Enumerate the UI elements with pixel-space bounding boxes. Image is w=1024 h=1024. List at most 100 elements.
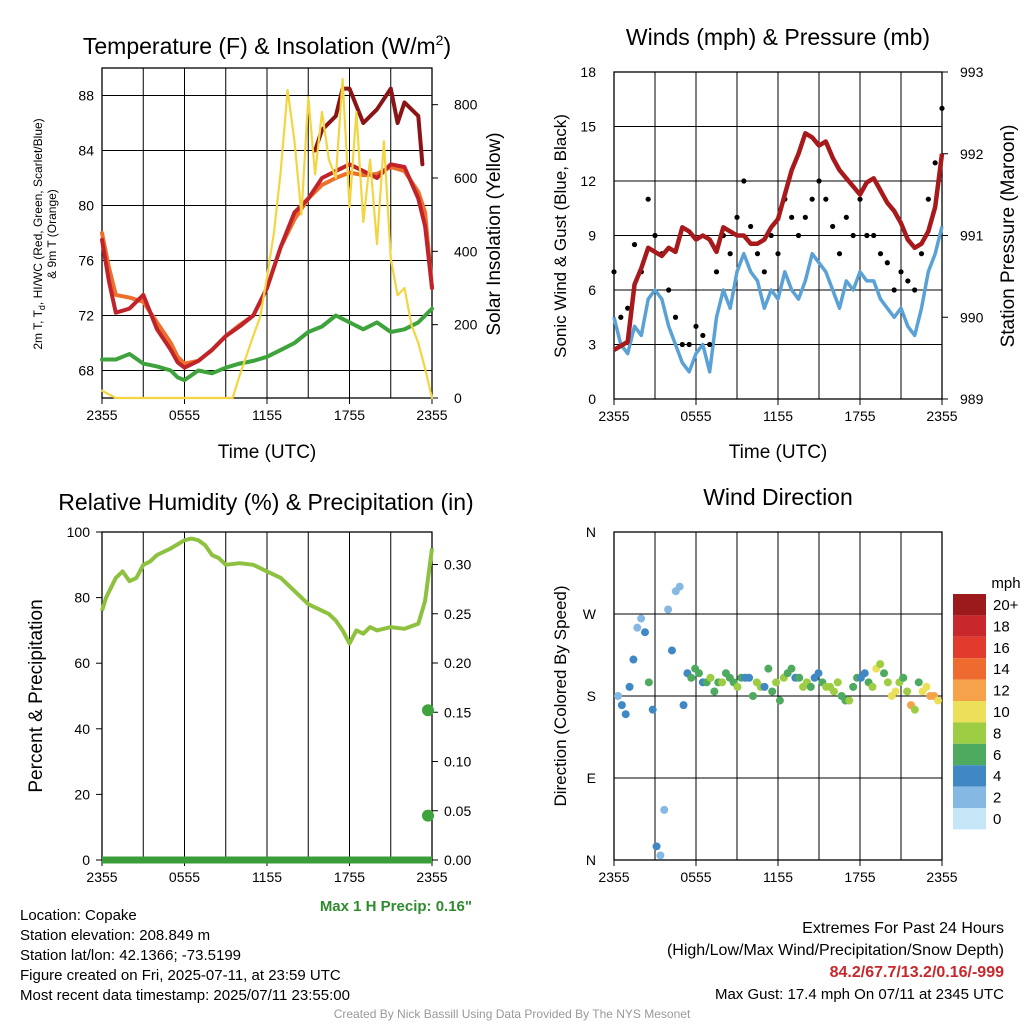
y-tick-label-2-1: 20 <box>74 786 90 802</box>
gust-point-6 <box>652 232 658 239</box>
colorbar-label-0: 20+ <box>993 597 1019 614</box>
chart-title-0: Temperature (F) & Insolation (W/m2) <box>83 32 451 59</box>
y2-axis-label-0: Solar Insolation (Yellow) <box>484 132 505 335</box>
y2-tick-label-2-4: 0.20 <box>444 655 471 671</box>
y-tick-label-3-0: N <box>586 852 596 868</box>
direction-point-75 <box>903 687 912 696</box>
direction-point-5 <box>633 623 642 632</box>
y2-tick-label-1-1: 990 <box>960 309 984 325</box>
gust-point-10 <box>679 341 685 348</box>
x-axis-label-1: Time (UTC) <box>729 442 828 463</box>
y2-axis-label-1: Station Pressure (Maroon) <box>998 125 1019 348</box>
x-tick-label-3-2: 1155 <box>763 869 793 885</box>
gust-point-14 <box>707 341 713 348</box>
colorbar-swatch-7 <box>953 743 986 766</box>
y-axis-label-0-line1: 2m T, Td, HI/WC (Red, Green, Scarlet/Blu… <box>31 118 47 349</box>
x-tick-label-0-2: 1155 <box>252 407 282 423</box>
ylabel-0-part-3: , HI/WC (Red, Green, Scarlet/Blue) <box>31 118 45 305</box>
direction-point-35 <box>748 692 757 700</box>
chart-title-3: Wind Direction <box>703 484 853 510</box>
direction-point-41 <box>772 678 781 687</box>
chart-title-1: Winds (mph) & Pressure (mb) <box>626 24 930 50</box>
colorbar-swatch-2 <box>953 636 986 659</box>
precip-point-0 <box>422 704 434 717</box>
y-tick-label-1-6: 18 <box>580 64 596 80</box>
direction-point-83 <box>934 696 942 705</box>
direction-point-21 <box>694 669 703 678</box>
direction-point-60 <box>845 696 854 705</box>
y-axis-label-3: Direction (Colored By Speed) <box>551 585 570 806</box>
x-tick-label-0-0: 2355 <box>86 407 117 423</box>
gust-point-18 <box>734 214 740 220</box>
ylabel-0-part-1: 2m T, T <box>31 309 45 349</box>
precip-point-1 <box>422 809 434 822</box>
direction-point-80 <box>922 682 931 691</box>
direction-point-70 <box>883 678 892 687</box>
direction-point-77 <box>910 705 919 714</box>
gust-point-22 <box>761 269 767 275</box>
direction-point-74 <box>899 673 908 682</box>
gust-point-31 <box>823 196 829 202</box>
direction-point-16 <box>675 582 684 591</box>
x-tick-label-1-1: 0555 <box>680 408 711 424</box>
y-tick-label-2-3: 60 <box>74 655 90 671</box>
direction-point-68 <box>876 660 885 669</box>
x-tick-label-2-0: 2355 <box>86 869 117 885</box>
colorbar-label-8: 4 <box>993 768 1001 785</box>
y2-tick-label-2-0: 0.00 <box>444 852 471 868</box>
y-axis-label-1: Sonic Wind & Gust (Blue, Black) <box>551 114 570 358</box>
y2-tick-label-2-2: 0.10 <box>444 754 471 770</box>
direction-point-7 <box>640 628 649 637</box>
colorbar-swatch-1 <box>953 615 986 637</box>
x-tick-label-2-1: 0555 <box>169 869 200 885</box>
direction-point-69 <box>880 669 889 678</box>
direction-point-3 <box>625 682 634 691</box>
info-latlon: Station lat/lon: 42.1366; -73.5199 <box>20 947 242 964</box>
series-line-0-3 <box>313 86 425 167</box>
direction-point-14 <box>667 646 676 655</box>
colorbar-label-9: 2 <box>993 790 1001 807</box>
extremes-title: Extremes For Past 24 Hours <box>802 920 1004 937</box>
direction-point-9 <box>648 705 657 714</box>
info-location: Location: Copake <box>20 907 137 924</box>
direction-point-45 <box>787 664 796 673</box>
wind-speed-line <box>612 225 944 374</box>
x-tick-label-1-4: 2355 <box>926 408 957 424</box>
gust-point-45 <box>918 251 925 257</box>
extremes-subtitle: (High/Low/Max Wind/Precipitation/Snow De… <box>666 942 1004 959</box>
info-elevation: Station elevation: 208.849 m <box>20 927 211 944</box>
y2-tick-label-2-5: 0.25 <box>444 606 471 622</box>
y2-tick-label-2-3: 0.15 <box>444 704 471 720</box>
gust-point-5 <box>645 196 651 202</box>
colorbar-swatch-9 <box>953 786 986 808</box>
direction-point-61 <box>849 682 858 691</box>
gust-point-36 <box>857 196 863 202</box>
colorbar-swatch-5 <box>953 701 986 723</box>
direction-point-50 <box>806 682 815 691</box>
direction-point-1 <box>617 701 626 710</box>
y-tick-label-2-5: 100 <box>67 524 91 540</box>
gust-point-41 <box>891 287 897 293</box>
extremes-values: 84.2/67.7/13.2/0.16/-999 <box>829 964 1004 981</box>
y-tick-label-0-2: 76 <box>78 253 94 269</box>
gust-point-3 <box>631 241 638 248</box>
direction-point-4 <box>629 655 638 664</box>
direction-point-47 <box>795 673 804 682</box>
x-tick-label-3-4: 2355 <box>926 869 957 885</box>
gust-point-20 <box>748 223 754 230</box>
extremes-panel: Extremes For Past 24 Hours (High/Low/Max… <box>667 918 1004 1006</box>
colorbar-swatch-6 <box>953 722 986 744</box>
y-tick-label-3-3: W <box>583 606 597 622</box>
colorbar-swatch-10 <box>953 808 986 830</box>
y-tick-label-2-4: 80 <box>74 590 90 606</box>
direction-point-42 <box>775 696 784 705</box>
direction-point-57 <box>833 678 842 687</box>
direction-point-11 <box>656 851 665 860</box>
direction-point-13 <box>664 605 673 614</box>
gust-point-28 <box>802 214 808 220</box>
y2-tick-label-1-2: 991 <box>960 228 984 244</box>
direction-point-39 <box>764 664 773 673</box>
gust-point-44 <box>912 287 918 293</box>
gust-point-43 <box>905 278 911 284</box>
